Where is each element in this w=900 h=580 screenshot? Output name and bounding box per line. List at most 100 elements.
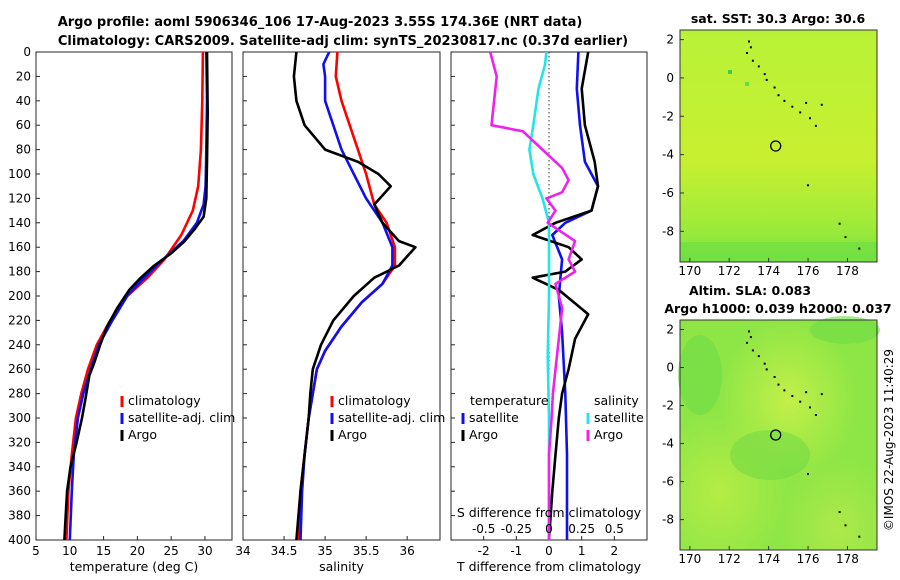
map-y-tick-label: -2	[662, 399, 674, 413]
figure-title-line1: Argo profile: aoml 5906346_106 17-Aug-20…	[58, 15, 583, 30]
island-dot	[838, 222, 841, 225]
y-tick-label: 80	[16, 143, 31, 157]
island-dot	[820, 103, 823, 106]
map-x-tick-label: 176	[797, 552, 820, 566]
island-dot	[783, 389, 786, 392]
sst-map-islands	[746, 40, 861, 250]
sla-map-low	[678, 335, 722, 415]
sla-map-low	[730, 430, 810, 480]
sla-map-subtitle: Argo h1000: 0.039 h2000: 0.037	[664, 301, 891, 316]
y-tick-label: 300	[8, 411, 31, 425]
axes-frame	[242, 51, 441, 541]
x2-tick-label: -0.5	[472, 522, 495, 536]
island-dot	[777, 94, 780, 97]
island-dot	[858, 247, 861, 250]
x-axis-label: salinity	[319, 559, 364, 574]
sst-map-frame	[679, 29, 878, 263]
island-dot	[820, 393, 823, 396]
island-dot	[844, 524, 847, 527]
sst-map-field	[680, 30, 877, 262]
y-tick-label: 240	[8, 338, 31, 352]
x-tick-label: -2	[478, 544, 490, 558]
x2-tick-label: 0.5	[605, 522, 624, 536]
x-tick-label: 20	[130, 544, 145, 558]
axes-frame	[35, 51, 233, 541]
map-y-tick-label: -8	[662, 224, 674, 238]
map-y-tick-label: 2	[666, 323, 674, 337]
map-y-tick-label: 0	[666, 71, 674, 85]
map-x-tick-label: 174	[757, 264, 780, 278]
island-dot	[858, 535, 861, 538]
island-dot	[773, 376, 776, 378]
legend-label: Argo	[469, 427, 498, 442]
island-dot	[757, 355, 760, 358]
sla-map-ticks: 170 172 174 176 178 2 0 -2 -4 -6 -8	[662, 323, 859, 566]
map-x-tick-label: 178	[836, 552, 859, 566]
sst-map-warm-band	[680, 242, 877, 262]
sst-map-pixel	[728, 70, 732, 74]
legend-label: Argo	[338, 427, 367, 442]
sal-diff-argo-line	[488, 51, 577, 540]
x-tick-label: 5	[32, 544, 40, 558]
y-tick-label: 160	[8, 240, 31, 254]
x-tick-label: 1	[578, 544, 586, 558]
x-tick-label: 10	[62, 544, 77, 558]
x-axis-label: T difference from climatology	[456, 559, 642, 574]
island-dot	[807, 473, 809, 475]
island-dot	[809, 406, 811, 409]
island-dot	[765, 368, 768, 371]
island-dot	[799, 400, 802, 403]
map-y-tick-label: -6	[662, 186, 674, 200]
island-dot	[783, 99, 786, 102]
legend-label: Argo	[128, 427, 157, 442]
x2-tick-label: -0.25	[501, 522, 532, 536]
legend-label: Argo	[594, 427, 623, 442]
island-dot	[805, 101, 808, 104]
sst-map-title: sat. SST: 30.3 Argo: 30.6	[691, 11, 866, 26]
y-tick-label: 360	[8, 484, 31, 498]
legend-label: satellite	[594, 410, 644, 425]
legend-label: satellite-adj. clim	[128, 410, 235, 425]
y-tick-label: 380	[8, 509, 31, 523]
island-dot	[748, 330, 750, 333]
island-dot	[844, 236, 847, 239]
island-dot	[757, 65, 760, 68]
x-tick-label: 35	[317, 544, 332, 558]
map-x-tick-label: 172	[718, 552, 741, 566]
temperature-panel: 0 20 40 60 80 100 120 140 160 180 200 220 240 260 280 3…	[8, 45, 235, 574]
island-dot	[809, 117, 811, 120]
credit-text: ©IMOS 22-Aug-2023 11:40:29	[882, 349, 896, 531]
sst-map-argo-marker	[770, 140, 782, 152]
map-x-tick-label: 176	[797, 264, 820, 278]
x-axis-label: temperature (deg C)	[70, 559, 199, 574]
x-tick-label: 2	[611, 544, 619, 558]
map-y-tick-label: -2	[662, 109, 674, 123]
difference-panel: -2 -1 0 1 2T difference from climatology S di…	[450, 51, 648, 574]
island-dot	[807, 184, 809, 187]
salinity-line-argo	[292, 51, 417, 541]
x2-tick-label: 0	[545, 522, 553, 536]
legend-title-salinity: salinity	[594, 393, 639, 408]
map-y-tick-label: -8	[662, 513, 674, 527]
y-tick-label: 180	[8, 265, 31, 279]
x-tick-label: 25	[164, 544, 179, 558]
y-tick-label: 340	[8, 460, 31, 474]
island-dot	[751, 59, 754, 62]
y-tick-label: 100	[8, 167, 31, 181]
island-dot	[746, 52, 748, 54]
y-tick-label: 320	[8, 435, 31, 449]
sst-map-pixel	[745, 82, 749, 86]
y-tick-label: 140	[8, 216, 31, 230]
map-x-tick-label: 174	[757, 552, 780, 566]
island-dot	[791, 105, 794, 108]
sla-map-low	[810, 316, 880, 344]
sla-map-islands	[746, 330, 861, 538]
y-tick-label: 60	[16, 118, 31, 132]
sst-map: 170 172 174 176 178 2 0 -2 -4 -6 -8	[662, 29, 878, 278]
island-dot	[751, 349, 754, 352]
y-tick-label: 200	[8, 289, 31, 303]
sla-map-title: Altim. SLA: 0.083	[689, 283, 811, 298]
island-dot	[746, 341, 748, 344]
